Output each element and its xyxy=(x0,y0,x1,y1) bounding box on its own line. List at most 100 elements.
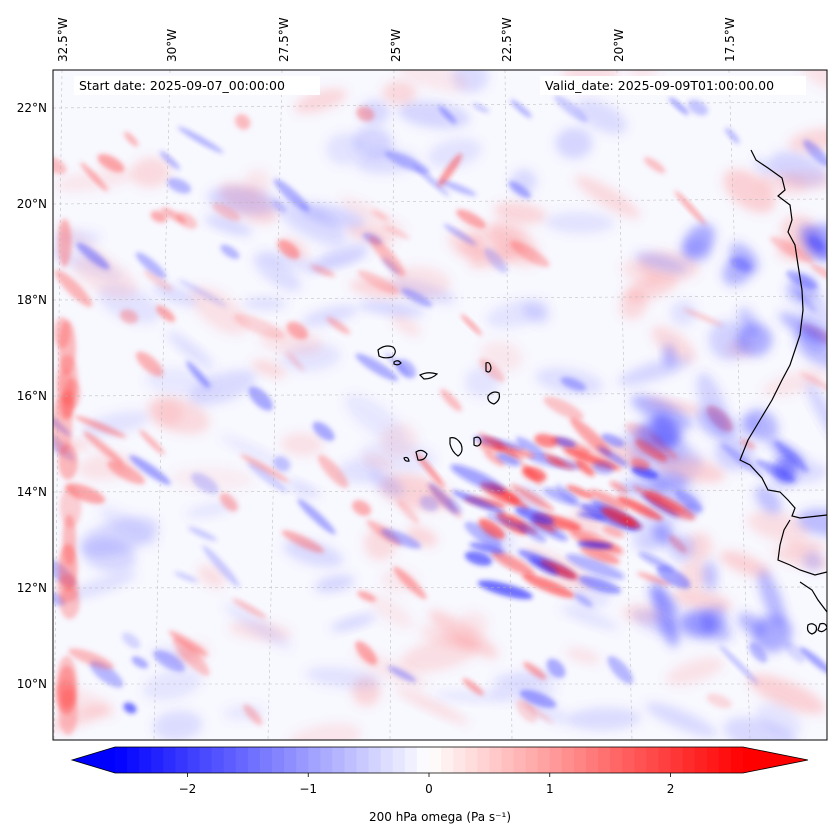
omega-cell xyxy=(167,331,214,369)
omega-cell xyxy=(810,264,827,283)
lat-label-10n: 10°N xyxy=(17,677,47,691)
omega-cell xyxy=(524,698,571,725)
colorbar-segment xyxy=(284,747,297,773)
omega-cell xyxy=(212,202,241,221)
omega-cell xyxy=(670,300,697,326)
omega-cell xyxy=(297,498,336,535)
omega-cell xyxy=(543,487,578,505)
colorbar-segment xyxy=(622,747,635,773)
colorbar-tick-label: 0 xyxy=(425,782,433,796)
colorbar-segment xyxy=(223,747,237,773)
omega-cell xyxy=(355,353,399,382)
omega-cell xyxy=(577,541,613,549)
colorbar-segment xyxy=(658,747,672,773)
colorbar-segment xyxy=(332,747,346,773)
omega-cell xyxy=(427,484,463,519)
lon-label-17-5w: 17.5°W xyxy=(723,17,737,62)
colorbar-segment xyxy=(344,747,358,773)
omega-cell xyxy=(770,236,814,264)
lat-label-18n: 18°N xyxy=(17,293,47,307)
colorbar-segment xyxy=(634,747,647,773)
omega-cell xyxy=(159,151,180,170)
omega-cell xyxy=(602,525,625,539)
omega-cell xyxy=(372,209,389,221)
colorbar: −2 −1 0 1 2 200 hPa omega (Pa s⁻¹) xyxy=(70,746,809,824)
omega-cell xyxy=(576,99,627,135)
valid-date-label: Valid_date: 2025-09-09T01:00:00.00 xyxy=(545,78,774,93)
colorbar-segment xyxy=(356,747,370,773)
omega-cell xyxy=(496,452,521,466)
omega-cell xyxy=(186,361,210,388)
omega-cell xyxy=(451,490,505,515)
colorbar-segment xyxy=(525,747,539,773)
omega-cell xyxy=(369,235,406,277)
omega-cell xyxy=(567,707,641,731)
colorbar-segment xyxy=(537,747,551,773)
lat-label-22n: 22°N xyxy=(17,101,47,115)
omega-cell xyxy=(570,417,612,457)
omega-cell xyxy=(464,521,503,549)
omega-cell xyxy=(251,359,286,378)
omega-cell xyxy=(464,551,493,566)
colorbar-segment xyxy=(211,747,225,773)
colorbar-segment xyxy=(416,747,430,773)
omega-cell xyxy=(57,354,78,405)
omega-cell xyxy=(631,395,693,430)
omega-cell xyxy=(168,630,208,657)
omega-cell xyxy=(358,300,426,317)
omega-cell xyxy=(630,458,651,471)
lat-label-14n: 14°N xyxy=(17,485,47,499)
omega-cell xyxy=(546,658,566,679)
cape-verde-boa-vista xyxy=(487,391,501,405)
omega-cell xyxy=(756,702,802,737)
omega-cell xyxy=(317,454,349,488)
omega-cell xyxy=(312,421,335,441)
colorbar-segment xyxy=(272,747,285,773)
omega-cell xyxy=(380,528,422,549)
omega-cell xyxy=(190,286,248,335)
omega-cell xyxy=(574,593,593,607)
omega-cell xyxy=(706,693,732,709)
lat-label-20n: 20°N xyxy=(17,197,47,211)
omega-cell xyxy=(565,647,601,665)
omega-cell xyxy=(656,565,691,589)
colorbar-segment xyxy=(235,747,249,773)
omega-cell xyxy=(708,320,749,361)
omega-cell xyxy=(683,308,724,327)
omega-cell xyxy=(778,170,827,191)
latitude-labels: 22°N 20°N 18°N 16°N 14°N 12°N 10°N xyxy=(17,101,47,691)
colorbar-segment xyxy=(429,747,442,773)
omega-cell xyxy=(72,256,138,298)
omega-cell xyxy=(220,434,288,469)
colorbar-segment xyxy=(477,747,490,773)
omega-cell xyxy=(747,510,810,543)
omega-cell xyxy=(253,253,302,292)
omega-cell xyxy=(54,317,71,349)
lon-label-22-5w: 22.5°W xyxy=(500,17,514,62)
colorbar-segment xyxy=(392,747,406,773)
cape-verde-sal xyxy=(485,361,492,373)
omega-cell xyxy=(725,127,740,144)
omega-cell xyxy=(83,431,124,466)
omega-cell xyxy=(401,288,433,308)
omega-cell xyxy=(80,162,109,192)
colorbar-segment xyxy=(561,747,575,773)
omega-cell xyxy=(514,507,555,525)
omega-cell xyxy=(248,386,273,411)
omega-cell xyxy=(578,575,622,594)
omega-cell xyxy=(669,534,695,562)
colorbar-segment xyxy=(598,747,611,773)
lon-label-32-5w: 32.5°W xyxy=(56,17,70,62)
lat-label-12n: 12°N xyxy=(17,581,47,595)
omega-cell xyxy=(674,190,707,226)
omega-cell xyxy=(800,372,827,400)
omega-cell xyxy=(799,647,827,675)
omega-cell xyxy=(170,466,254,491)
omega-cell xyxy=(723,169,776,213)
cape-verde-sao-vicente xyxy=(393,360,402,366)
coastlines xyxy=(377,149,827,635)
omega-cell xyxy=(459,611,489,637)
omega-cell xyxy=(300,203,366,229)
omega-cell xyxy=(509,240,550,268)
omega-cell xyxy=(478,518,506,539)
